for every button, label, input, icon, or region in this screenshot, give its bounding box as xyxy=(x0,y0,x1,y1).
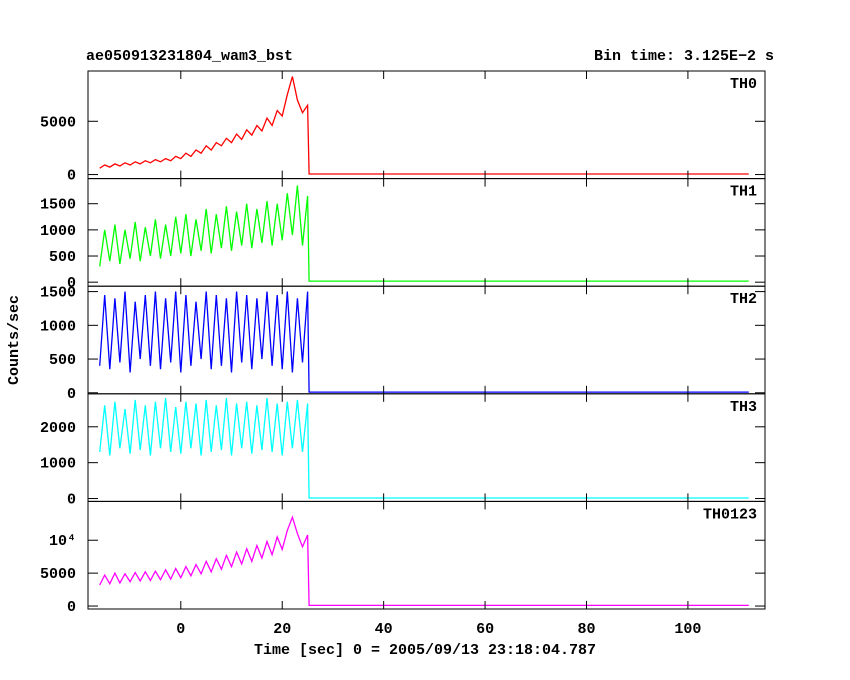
y-tick-label: 5000 xyxy=(40,114,76,131)
y-tick-label: 1000 xyxy=(40,223,76,240)
y-tick-label: 1500 xyxy=(40,285,76,302)
y-axis-label: Counts/sec xyxy=(6,295,23,385)
x-tick-label: 20 xyxy=(273,621,291,638)
series-label: TH0123 xyxy=(703,506,757,523)
chart-title: ae050913231804_wam3_bst xyxy=(86,48,293,65)
series-label: TH3 xyxy=(730,399,757,416)
y-tick-label: 1500 xyxy=(40,197,76,214)
x-tick-label: 100 xyxy=(674,621,701,638)
y-tick-label: 10⁴ xyxy=(49,533,76,550)
x-tick-label: 40 xyxy=(375,621,393,638)
y-tick-label: 0 xyxy=(67,386,76,403)
x-tick-label: 80 xyxy=(577,621,595,638)
y-tick-label: 1000 xyxy=(40,456,76,473)
series-line xyxy=(99,515,749,607)
x-tick-label: 60 xyxy=(476,621,494,638)
series-label: TH0 xyxy=(730,76,757,93)
series-line xyxy=(99,291,749,393)
bin-time: Bin time: 3.125E−2 s xyxy=(594,48,774,65)
y-tick-label: 2000 xyxy=(40,420,76,437)
series-label: TH2 xyxy=(730,291,757,308)
x-tick-label: 0 xyxy=(176,621,185,638)
x-axis-label: Time [sec] 0 = 2005/09/13 23:18:04.787 xyxy=(254,642,596,659)
y-tick-label: 0 xyxy=(67,599,76,616)
series-line xyxy=(99,185,749,282)
y-tick-label: 500 xyxy=(49,352,76,369)
y-tick-label: 5000 xyxy=(40,566,76,583)
y-tick-label: 0 xyxy=(67,275,76,292)
y-tick-label: 0 xyxy=(67,492,76,509)
y-tick-label: 0 xyxy=(67,168,76,185)
y-tick-label: 500 xyxy=(49,249,76,266)
y-tick-label: 1000 xyxy=(40,318,76,335)
series-label: TH1 xyxy=(730,184,757,201)
series-line xyxy=(99,398,749,499)
panel-frame xyxy=(87,500,766,610)
series-line xyxy=(99,76,749,175)
